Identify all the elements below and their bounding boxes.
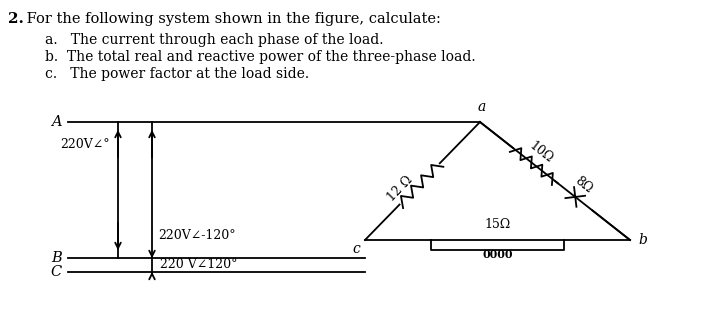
Text: a: a (478, 100, 486, 114)
Text: a.   The current through each phase of the load.: a. The current through each phase of the… (45, 33, 384, 47)
Text: C: C (50, 265, 62, 279)
Text: For the following system shown in the figure, calculate:: For the following system shown in the fi… (22, 12, 441, 26)
Text: 15Ω: 15Ω (485, 218, 510, 232)
Text: 2.: 2. (8, 12, 24, 26)
Text: 0000: 0000 (482, 249, 513, 260)
Text: b.  The total real and reactive power of the three-phase load.: b. The total real and reactive power of … (45, 50, 476, 64)
Text: 220 V∠120°: 220 V∠120° (160, 259, 238, 272)
Text: 12 Ω: 12 Ω (385, 174, 415, 204)
Text: c: c (352, 242, 360, 256)
Text: 10Ω: 10Ω (527, 139, 556, 166)
Text: 220V∠°: 220V∠° (60, 138, 110, 151)
Text: b: b (638, 233, 647, 247)
Text: B: B (51, 251, 62, 265)
Text: A: A (51, 115, 62, 129)
Text: 8Ω: 8Ω (572, 175, 595, 196)
Text: 220V∠-120°: 220V∠-120° (158, 229, 235, 242)
Text: c.   The power factor at the load side.: c. The power factor at the load side. (45, 67, 309, 81)
